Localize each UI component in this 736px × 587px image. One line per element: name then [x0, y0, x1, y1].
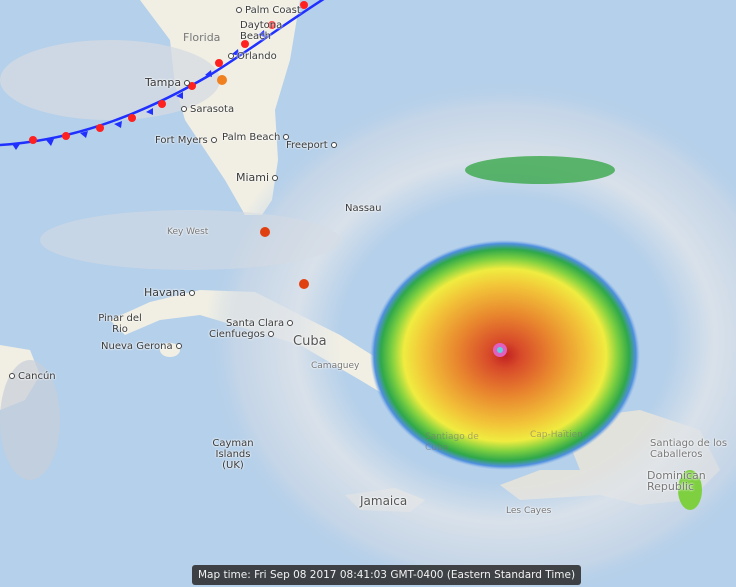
cold-front-markers [12, 30, 265, 150]
place-santa-clara: Santa Clara [226, 318, 296, 329]
hurricane-icon[interactable] [217, 75, 309, 289]
region-florida: Florida [183, 31, 221, 44]
cloud-straits [40, 210, 340, 270]
place-cap-haitien: Cap-Haïtien [530, 430, 583, 440]
cloud-west [0, 360, 60, 480]
place-palm-beach: Palm Beach [222, 132, 292, 143]
place-daytona-beach: Daytona Beach [240, 20, 283, 42]
place-tampa: Tampa [145, 77, 193, 88]
place-miami: Miami [236, 172, 281, 183]
place-cancun: Cancún [6, 371, 56, 382]
place-orlando: Orlando [225, 51, 277, 62]
place-santiago-de-cuba: Santiago de Cuba [425, 432, 479, 453]
country-dominican-republic: Dominican Republic [647, 469, 706, 493]
place-camaguey: Camaguey [311, 361, 360, 371]
place-nassau: Nassau [345, 203, 382, 214]
place-havana: Havana [144, 287, 198, 298]
country-jamaica: Jamaica [360, 494, 408, 508]
place-palm-coast: Palm Coast [233, 5, 301, 16]
place-freeport: Freeport [286, 140, 340, 151]
place-les-cayes: Les Cayes [506, 506, 552, 516]
rainband-north [465, 156, 615, 184]
place-santiago-de-los-caballeros: Santiago de los Caballeros [650, 438, 728, 460]
warm-front-markers [29, 1, 308, 144]
hurricane-eye-center [497, 347, 503, 353]
place-cayman-islands: Cayman Islands (UK) [212, 438, 254, 471]
hurricane-irma-radar [370, 240, 640, 470]
country-cuba: Cuba [293, 334, 327, 349]
place-pinar-del-rio: Pinar del Rio [98, 313, 142, 335]
map-time-label: Map time: Fri Sep 08 2017 08:41:03 GMT-0… [192, 565, 582, 585]
rainband-hispaniola [678, 470, 702, 510]
place-key-west: Key West [167, 227, 209, 237]
place-sarasota: Sarasota [178, 104, 234, 115]
place-fort-myers: Fort Myers [155, 135, 220, 146]
land-isle-of-youth [160, 343, 180, 357]
place-cienfuegos: Cienfuegos [209, 329, 277, 340]
place-nueva-gerona: Nueva Gerona [101, 341, 185, 352]
